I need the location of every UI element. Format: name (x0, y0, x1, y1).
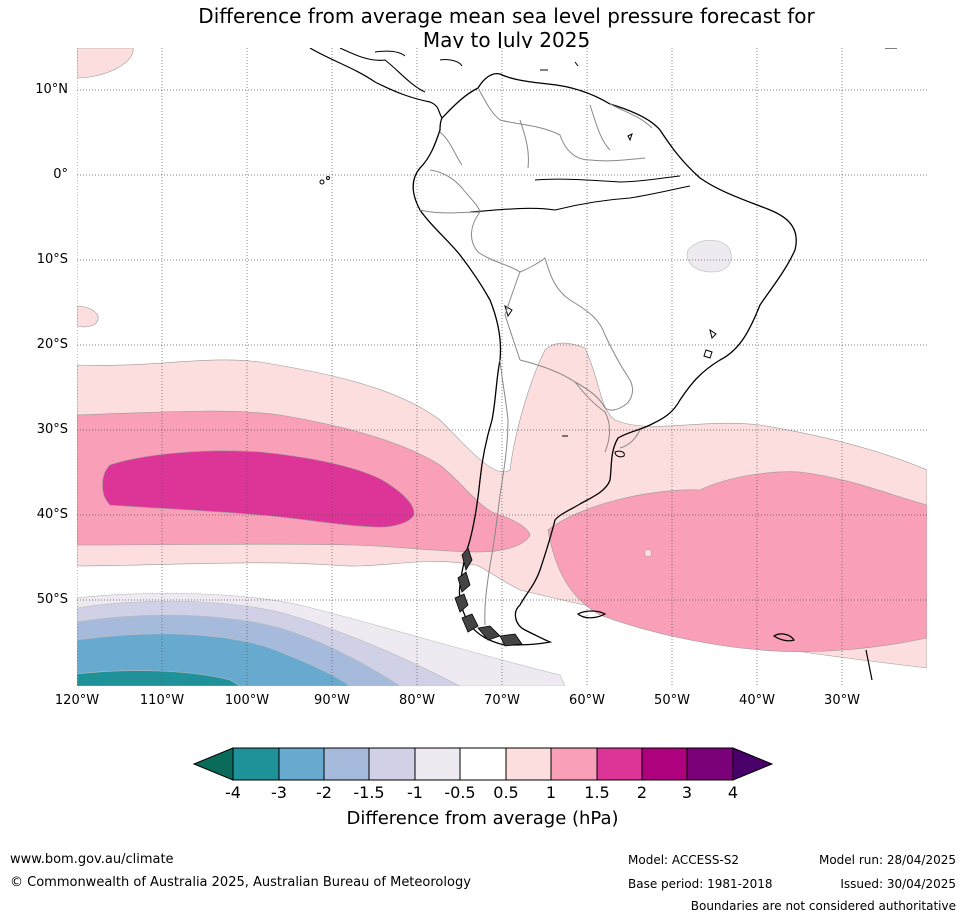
caribbean-islands (319, 48, 897, 185)
footer-disclaimer: Boundaries are not considered authoritat… (690, 899, 956, 913)
colorbar-tick: -1 (407, 783, 423, 802)
footer-model: Model: ACCESS-S2 (628, 853, 740, 867)
colorbar-swatch-neg4 (232, 747, 280, 781)
colorbar-swatch-neg1 (414, 747, 461, 781)
contour-pos-0.5-nw (77, 48, 134, 79)
graticule (77, 48, 927, 686)
colorbar-swatch-pos3 (686, 747, 734, 781)
colorbar-tick: -1.5 (353, 783, 385, 802)
footer-url: www.bom.gov.au/climate (10, 852, 174, 867)
colorbar-tick: -2 (316, 783, 332, 802)
contour-pos-1-atlantic (547, 471, 927, 652)
lat-label-0: 0° (53, 167, 68, 182)
lat-label-20s: 20°S (36, 337, 68, 352)
central-america-coast-north (339, 48, 426, 93)
colorbar-title: Difference from average (hPa) (346, 808, 619, 829)
lon-label-80w: 80°W (399, 693, 435, 708)
contour-pos-1.5-core (102, 450, 415, 528)
patagonia-islands (454, 547, 523, 647)
contour-neg-3 (77, 670, 241, 686)
colorbar-extend-high (732, 747, 774, 781)
colorbar-tick: -0.5 (444, 783, 476, 802)
lon-label-40w: 40°W (739, 693, 775, 708)
lon-label-90w: 90°W (314, 693, 350, 708)
lon-label-50w: 50°W (654, 693, 690, 708)
lon-label-120w: 120°W (54, 693, 100, 708)
colorbar-swatch-neg3 (278, 747, 325, 781)
colorbar-tick: 1 (545, 783, 557, 802)
south-america-coastline (412, 72, 797, 646)
colorbar-swatch-pos2 (641, 747, 688, 781)
falkland-and-atlantic-islands (576, 610, 873, 681)
colorbar-tick: -4 (225, 783, 241, 802)
colorbar-tick: 4 (727, 783, 739, 802)
amazon-river (469, 185, 691, 213)
colorbar-tick: -3 (271, 783, 287, 802)
colorbar-tick: 0.5 (493, 783, 519, 802)
lat-label-10s: 10°S (36, 252, 68, 267)
colorbar-swatch-neg2 (323, 747, 370, 781)
lat-label-30s: 30°S (36, 422, 68, 437)
contour-pos-0.5-west (77, 305, 99, 328)
contour-pos-0.5-island (644, 549, 652, 557)
footer-issued: Issued: 30/04/2025 (840, 877, 956, 891)
colorbar-swatch-pos0.5 (505, 747, 552, 781)
lon-label-70w: 70°W (484, 693, 520, 708)
colorbar-swatch-neutral (459, 747, 507, 781)
lat-label-10n: 10°N (35, 82, 68, 97)
lon-label-30w: 30°W (824, 693, 860, 708)
colorbar-extend-low (192, 747, 234, 781)
map-plot-area (77, 48, 927, 686)
lon-label-100w: 100°W (224, 693, 270, 708)
footer-copyright: © Commonwealth of Australia 2025, Austra… (10, 875, 471, 890)
lat-label-40s: 40°S (36, 507, 68, 522)
lon-label-60w: 60°W (569, 693, 605, 708)
colorbar-tick: 3 (681, 783, 693, 802)
colorbar-swatch-pos1.5 (596, 747, 643, 781)
colorbar-swatch-pos1 (550, 747, 598, 781)
lon-label-110w: 110°W (139, 693, 185, 708)
central-america-coast (309, 48, 443, 119)
colorbar-tick: 1.5 (584, 783, 610, 802)
lat-label-50s: 50°S (36, 592, 68, 607)
orinoco-river (534, 175, 681, 183)
colorbar-swatch-neg1.5 (368, 747, 416, 781)
national-borders (419, 87, 653, 626)
map-title: Difference from average mean sea level p… (0, 4, 965, 52)
colorbar-tick: 2 (636, 783, 648, 802)
colorbar (192, 747, 774, 781)
footer-model-run: Model run: 28/04/2025 (818, 853, 956, 867)
contour-neg-0.5-brazil (686, 239, 732, 273)
title-line-1: Difference from average mean sea level p… (198, 4, 815, 28)
footer-base-period: Base period: 1981-2018 (628, 877, 773, 891)
